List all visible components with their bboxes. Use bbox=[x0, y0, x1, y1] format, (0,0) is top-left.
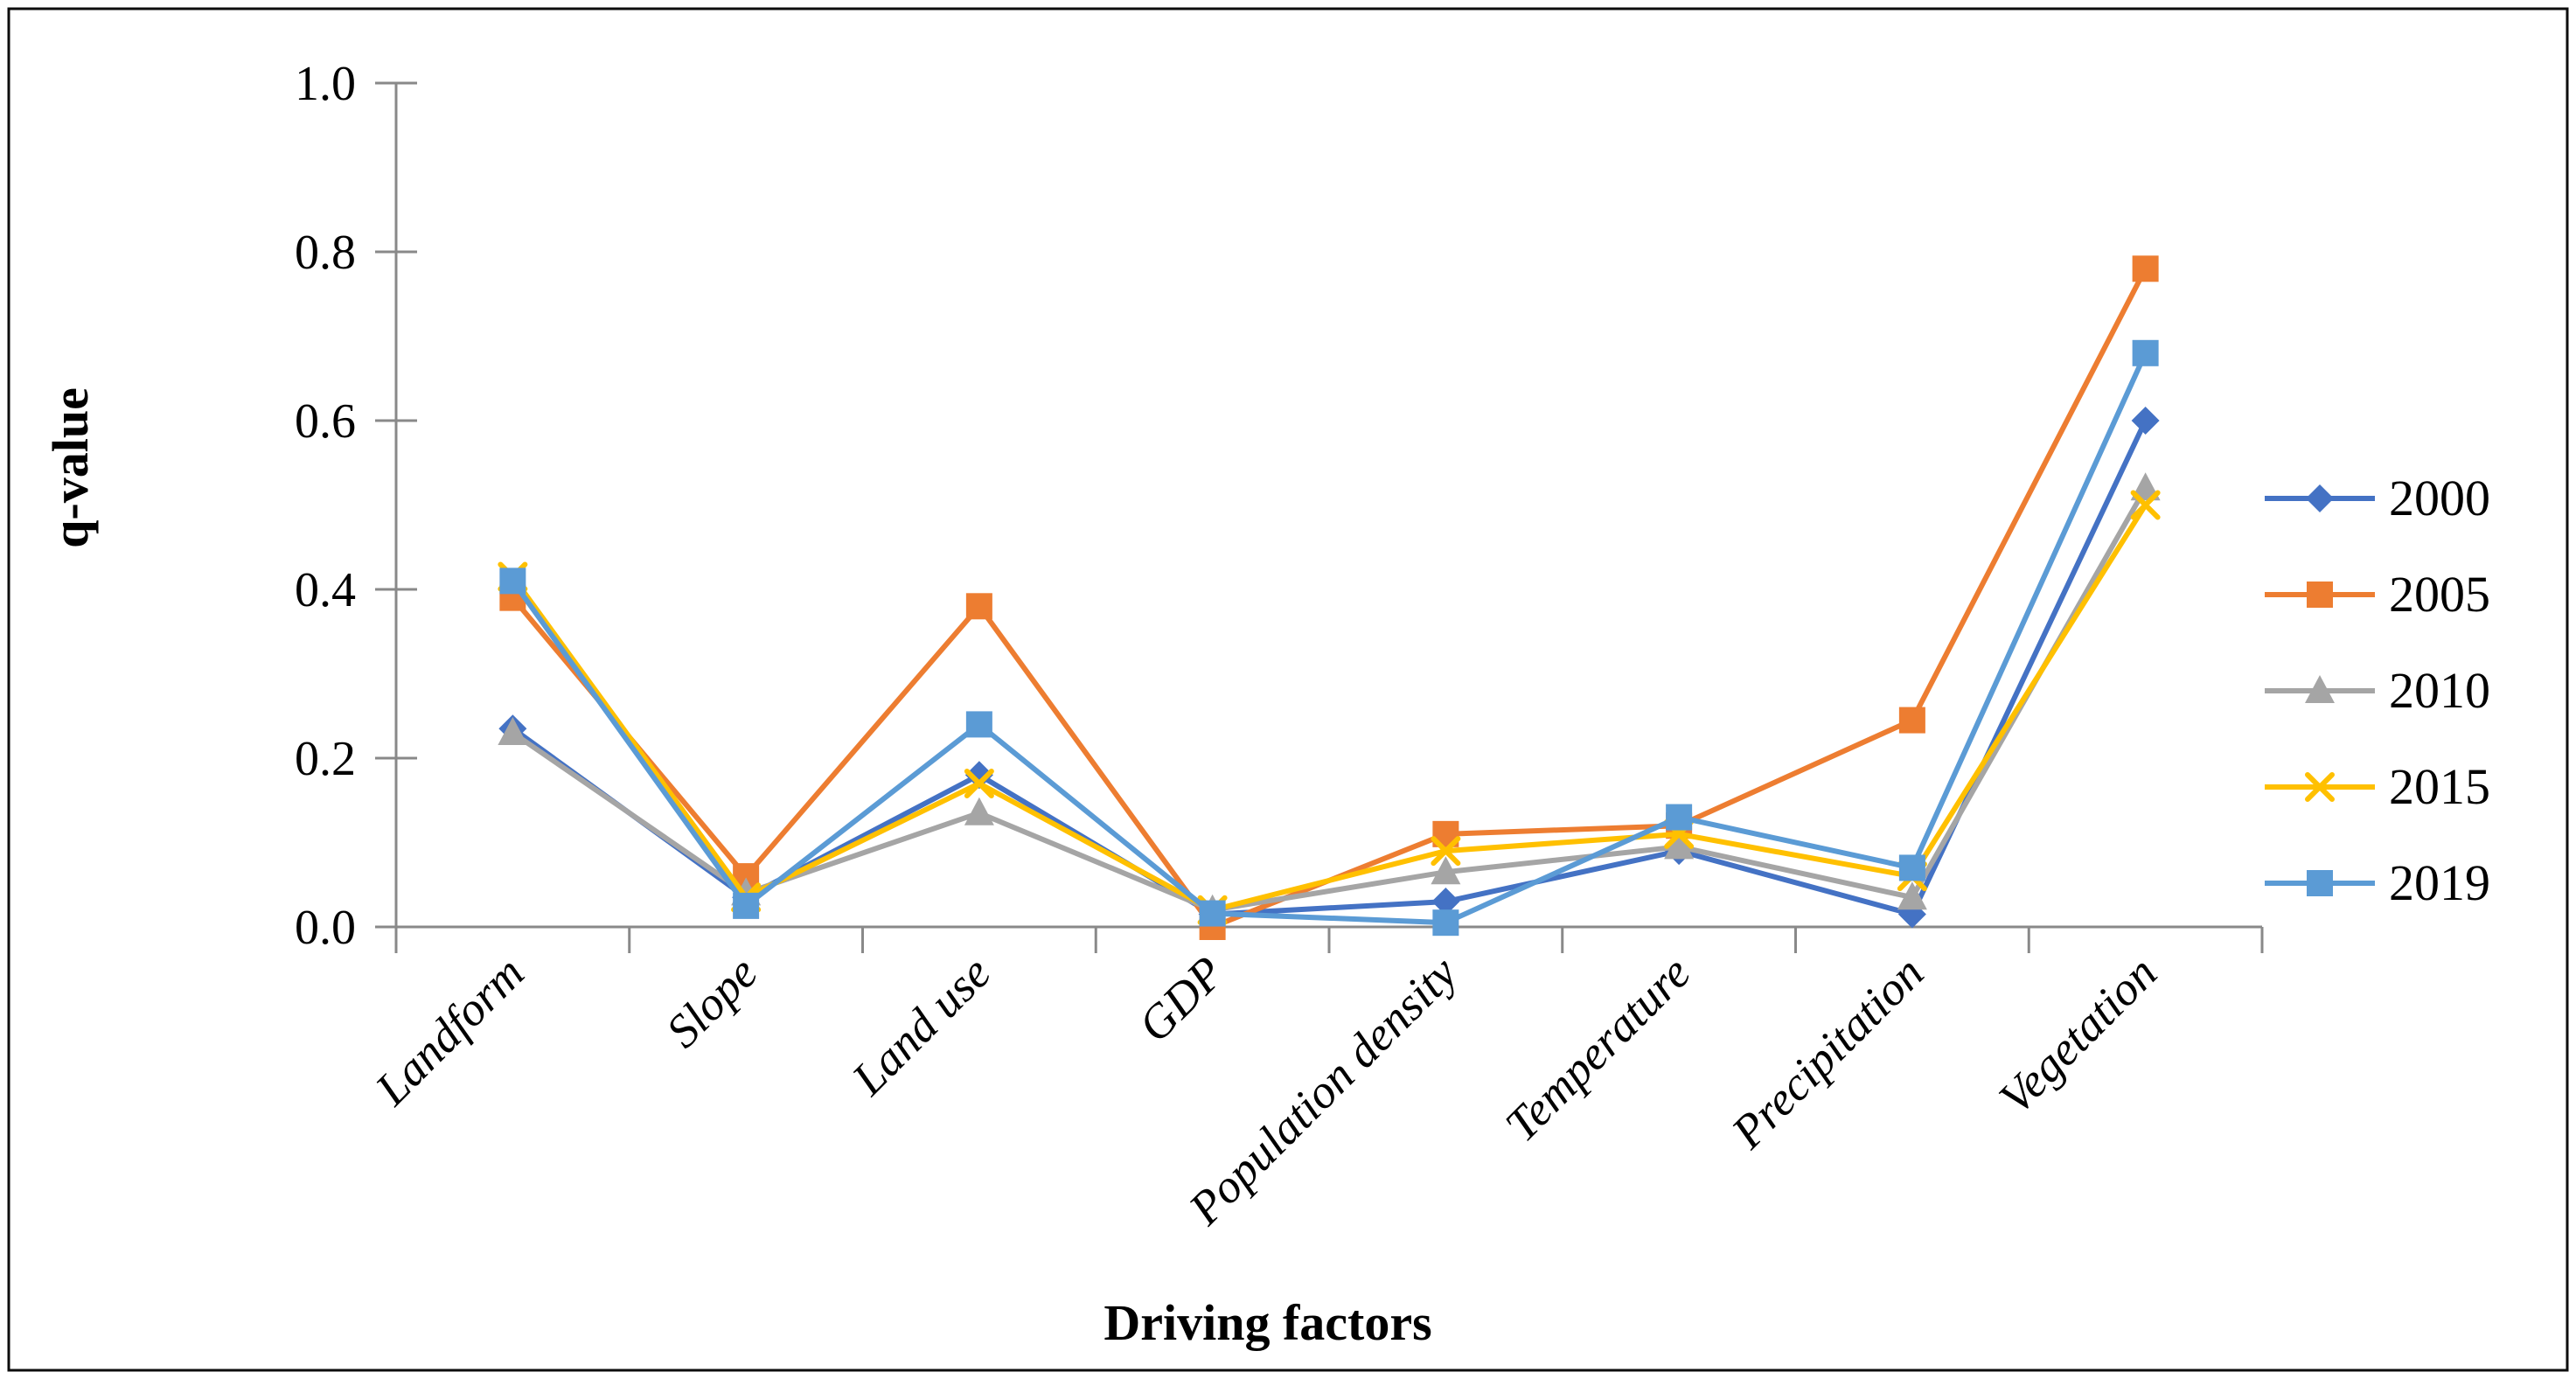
series-2019-square-marker bbox=[733, 892, 760, 919]
series-2005-square-marker bbox=[965, 593, 992, 620]
x-axis-title: Driving factors bbox=[1104, 1294, 1431, 1351]
legend-2000-diamond-marker bbox=[2306, 484, 2334, 512]
y-axis-title: q-value bbox=[42, 387, 99, 548]
series-2000 bbox=[498, 407, 2160, 929]
y-tick-label: 0.2 bbox=[295, 732, 356, 786]
series-2019-square-marker bbox=[1432, 909, 1459, 937]
category-label: Vegetation bbox=[1988, 946, 2167, 1125]
series-2019-square-marker bbox=[2132, 339, 2159, 366]
category-label: Temperature bbox=[1495, 946, 1701, 1152]
y-tick-label: 0.0 bbox=[295, 901, 356, 955]
series-2005-square-marker bbox=[2132, 255, 2159, 282]
legend-2010-triangle-marker bbox=[2305, 675, 2335, 703]
figure-border bbox=[7, 7, 2569, 1372]
series-2019-square-marker bbox=[965, 711, 992, 738]
legend-2015-x-marker bbox=[2305, 772, 2335, 802]
category-label: GDP bbox=[1128, 946, 1234, 1052]
category-label: Precipitation bbox=[1721, 946, 1933, 1159]
series-line-2000 bbox=[510, 418, 2148, 917]
series-2010-triangle-marker bbox=[498, 717, 528, 746]
series-2010-triangle-marker bbox=[2130, 472, 2161, 501]
series-2005 bbox=[499, 255, 2159, 940]
y-tick-label: 0.6 bbox=[295, 394, 356, 449]
series-2019-square-marker bbox=[1898, 854, 1925, 881]
legend-label: 2019 bbox=[2389, 854, 2490, 911]
legend-label: 2015 bbox=[2389, 758, 2490, 815]
legend-entry-2019: 2019 bbox=[2265, 854, 2490, 911]
legend-label: 2005 bbox=[2389, 566, 2490, 623]
y-tick-label: 0.4 bbox=[295, 563, 356, 617]
legend-entry-2015: 2015 bbox=[2265, 758, 2490, 815]
series-2010-triangle-marker bbox=[1664, 831, 1695, 860]
legend-2019-square-marker bbox=[2307, 870, 2333, 896]
legend-2005-square-marker bbox=[2307, 582, 2333, 608]
category-label: Landform bbox=[365, 946, 534, 1116]
legend: 2000 2005 2010 2015 2019 bbox=[2265, 470, 2490, 911]
legend-entry-2000: 2000 bbox=[2265, 470, 2490, 526]
y-tick-label: 0.8 bbox=[295, 226, 356, 280]
series-line-2010 bbox=[510, 485, 2148, 913]
category-label: Land use bbox=[841, 946, 1000, 1105]
series-2015-x-marker bbox=[964, 768, 994, 798]
series-2005-square-marker bbox=[1898, 707, 1925, 734]
legend-label: 2000 bbox=[2389, 470, 2490, 526]
y-tick-label: 1.0 bbox=[295, 57, 356, 111]
series-2010-triangle-marker bbox=[1431, 856, 1461, 885]
series-2015-x-marker bbox=[1431, 836, 1461, 867]
series-2019-square-marker bbox=[1199, 900, 1226, 927]
series-2000-diamond-marker bbox=[2131, 407, 2160, 435]
series-line-2005 bbox=[510, 266, 2148, 930]
legend-label: 2010 bbox=[2389, 662, 2490, 719]
category-label: Slope bbox=[656, 946, 767, 1057]
series-2019-square-marker bbox=[1666, 804, 1693, 831]
series-2010-triangle-marker bbox=[964, 797, 994, 825]
series-2010-triangle-marker bbox=[1897, 881, 1927, 910]
series-line-2019 bbox=[510, 350, 2148, 926]
legend-entry-2010: 2010 bbox=[2265, 662, 2490, 719]
series-2019 bbox=[499, 339, 2159, 937]
series-2019-square-marker bbox=[499, 568, 526, 595]
series-2000-diamond-marker bbox=[1431, 888, 1460, 916]
series-2015-x-marker bbox=[2130, 490, 2161, 520]
legend-entry-2005: 2005 bbox=[2265, 566, 2490, 623]
series-2000-diamond-marker bbox=[964, 761, 993, 790]
